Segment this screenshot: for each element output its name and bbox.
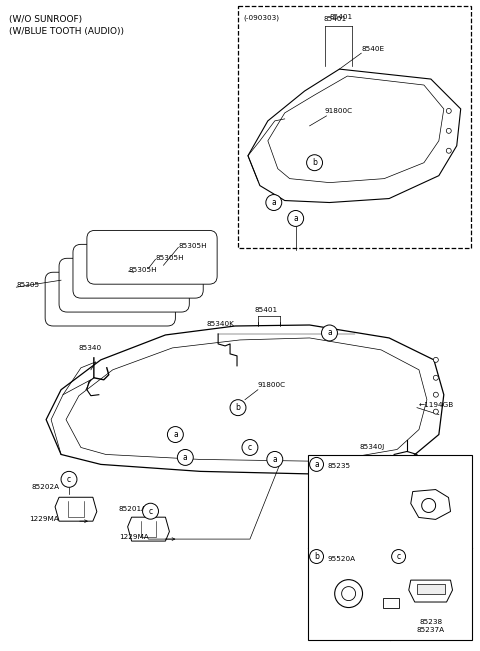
Bar: [417, 584, 444, 594]
Text: b: b: [314, 552, 319, 561]
Text: a: a: [183, 453, 188, 462]
Circle shape: [446, 109, 451, 113]
Text: 85401: 85401: [255, 307, 278, 313]
Text: a: a: [293, 214, 298, 223]
FancyBboxPatch shape: [59, 258, 189, 312]
Circle shape: [433, 409, 438, 414]
Text: 91800C: 91800C: [258, 381, 286, 388]
FancyBboxPatch shape: [87, 230, 217, 284]
Text: 85340K: 85340K: [206, 321, 234, 327]
Text: 1229MA: 1229MA: [119, 534, 148, 540]
Bar: [384, 598, 399, 607]
Text: a: a: [271, 198, 276, 207]
Text: a: a: [314, 460, 319, 469]
FancyBboxPatch shape: [45, 272, 175, 326]
Text: c: c: [248, 443, 252, 452]
Circle shape: [242, 439, 258, 456]
Circle shape: [310, 549, 324, 564]
Text: b: b: [312, 158, 317, 167]
Text: 85401: 85401: [324, 16, 347, 22]
Circle shape: [446, 148, 451, 153]
Circle shape: [322, 325, 337, 341]
Text: 85238: 85238: [419, 618, 442, 625]
Circle shape: [310, 458, 324, 471]
Text: 85305H: 85305H: [129, 268, 157, 273]
Text: b: b: [236, 403, 240, 412]
Circle shape: [433, 392, 438, 397]
Bar: [308, 456, 472, 640]
Text: 85305: 85305: [16, 282, 39, 288]
Text: ←1194GB: ←1194GB: [419, 402, 454, 408]
Circle shape: [267, 451, 283, 467]
Text: 85340: 85340: [79, 345, 102, 351]
Text: a: a: [327, 329, 332, 337]
Circle shape: [178, 449, 193, 465]
FancyBboxPatch shape: [238, 7, 471, 248]
Circle shape: [266, 195, 282, 210]
Text: 85305H: 85305H: [156, 255, 184, 261]
Text: c: c: [396, 552, 401, 561]
Text: 91800C: 91800C: [324, 108, 353, 114]
Text: c: c: [67, 475, 71, 484]
Circle shape: [446, 128, 451, 133]
Circle shape: [143, 503, 158, 519]
Circle shape: [433, 357, 438, 363]
Circle shape: [307, 155, 323, 171]
Circle shape: [433, 375, 438, 380]
Text: (-090303): (-090303): [243, 14, 279, 21]
Text: a: a: [273, 455, 277, 464]
Circle shape: [168, 426, 183, 443]
Text: 95520A: 95520A: [327, 555, 356, 562]
Text: 85401: 85401: [329, 14, 353, 20]
Circle shape: [288, 210, 304, 227]
FancyBboxPatch shape: [73, 244, 203, 298]
Text: 1229MA: 1229MA: [29, 516, 59, 522]
Text: 85202A: 85202A: [31, 484, 60, 490]
Circle shape: [61, 471, 77, 488]
Text: c: c: [148, 506, 153, 516]
Text: 85235: 85235: [327, 464, 350, 469]
Circle shape: [392, 549, 406, 564]
Text: a: a: [173, 430, 178, 439]
Text: 85305H: 85305H: [179, 243, 207, 249]
Text: 85201A: 85201A: [119, 506, 147, 512]
Circle shape: [230, 400, 246, 415]
Text: (W/O SUNROOF): (W/O SUNROOF): [9, 16, 83, 24]
Text: 8540E: 8540E: [361, 46, 384, 52]
Text: 85237A: 85237A: [417, 627, 444, 633]
Text: (W/BLUE TOOTH (AUDIO)): (W/BLUE TOOTH (AUDIO)): [9, 27, 124, 36]
Text: 85340J: 85340J: [360, 445, 384, 450]
